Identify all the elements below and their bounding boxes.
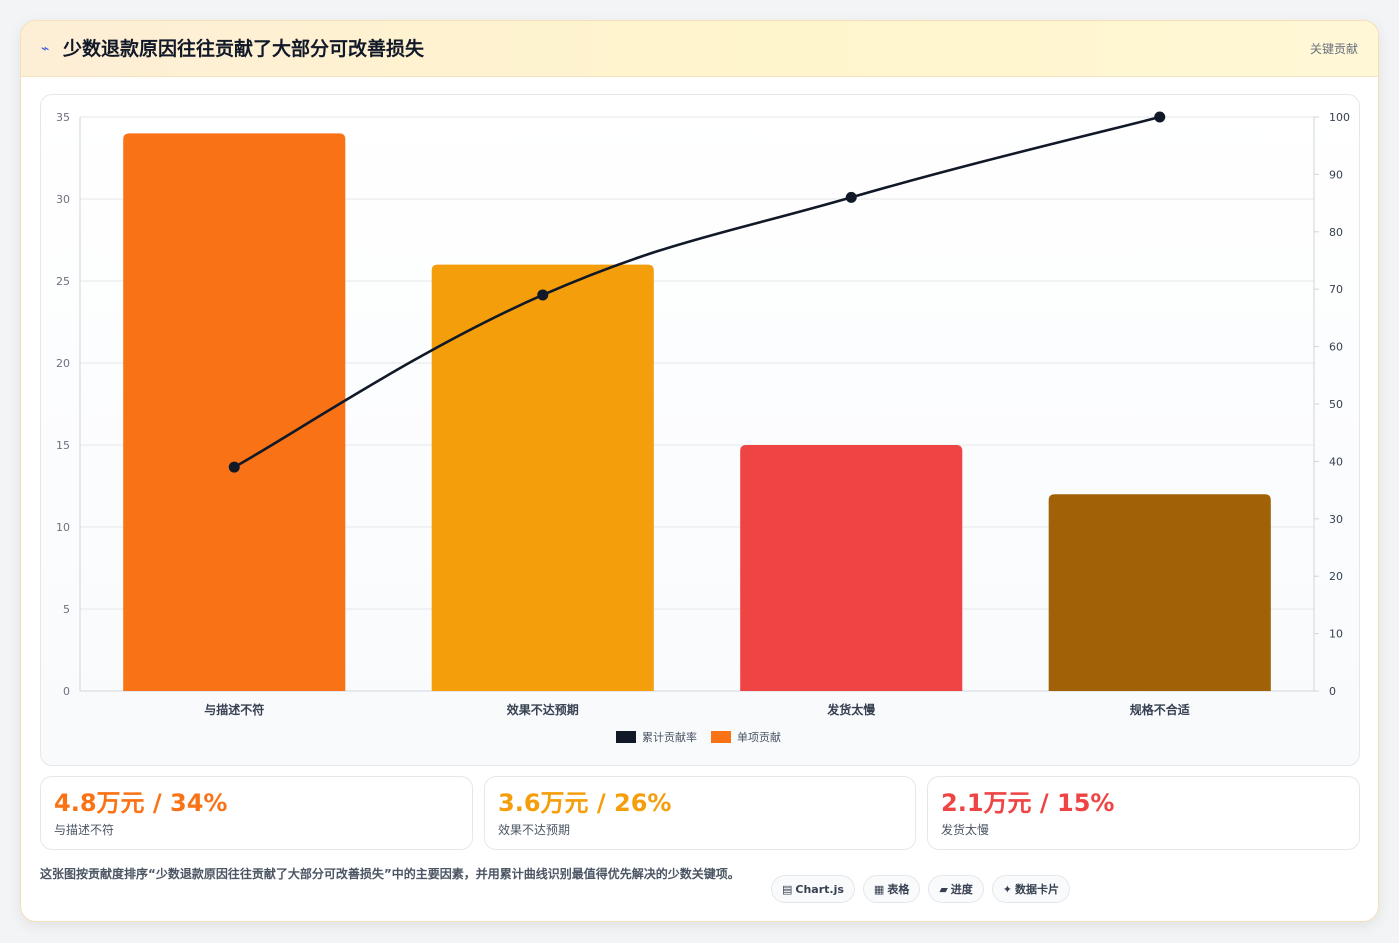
y-right-tick-label: 40 <box>1329 455 1343 468</box>
x-tick-label: 规格不合适 <box>1130 702 1190 717</box>
tag-label: 进度 <box>950 883 973 896</box>
y-right-tick-label: 80 <box>1329 226 1343 239</box>
chart-card: ⌁ 少数退款原因往往贡献了大部分可改善损失 关键贡献 0 5 10 15 20 25 30 3… <box>20 20 1379 922</box>
chart-panel: 0 5 10 15 20 25 30 35 0 10 20 30 40 50 60 70 80 90 100 与描述不… <box>40 94 1360 766</box>
x-tick-label: 与描述不符 <box>204 702 264 717</box>
table-icon: ▦ <box>873 882 885 896</box>
stat-card-2: 3.6万元 / 26% 效果不达预期 <box>484 776 916 850</box>
cumulative-line <box>233 115 1161 469</box>
progress-icon: ▰ <box>939 882 948 896</box>
card-header: ⌁ 少数退款原因往往贡献了大部分可改善损失 关键贡献 <box>21 21 1378 77</box>
bar-2 <box>431 264 654 691</box>
legend-label: 累计贡献率 <box>642 730 697 744</box>
stat-card-3: 2.1万元 / 15% 发货太慢 <box>927 776 1360 850</box>
chart-description: 这张图按贡献度排序“少数退款原因往往贡献了大部分可改善损失”中的主要因素，并用累… <box>40 867 740 881</box>
page-title: 少数退款原因往往贡献了大部分可改善损失 <box>63 38 425 60</box>
y-right-tick-label: 70 <box>1329 283 1343 296</box>
header-badge: 关键贡献 <box>1309 42 1358 56</box>
stat-label: 效果不达预期 <box>498 823 571 837</box>
bar-3 <box>740 445 963 691</box>
tag-chartjs[interactable]: ▤ Chart.js <box>771 875 855 903</box>
cumulative-point-1 <box>228 461 240 473</box>
bar-4 <box>1048 494 1271 691</box>
y-right-tick-label: 30 <box>1329 513 1343 526</box>
cumulative-point-2 <box>537 289 549 301</box>
y-left-tick-label: 35 <box>56 111 70 124</box>
bar-1 <box>123 133 346 691</box>
chart-line-icon: ⌁ <box>41 41 50 57</box>
y-left-tick-label: 5 <box>63 603 70 616</box>
y-right-tick-label: 10 <box>1329 628 1343 641</box>
y-left-tick-label: 15 <box>56 439 70 452</box>
x-tick-label: 发货太慢 <box>826 702 876 717</box>
y-left-tick-label: 30 <box>56 193 70 206</box>
stat-label: 与描述不符 <box>54 823 115 837</box>
cumulative-point-3 <box>845 191 857 203</box>
y-left-tick-label: 0 <box>63 685 70 698</box>
chart-icon: ▤ <box>782 882 793 896</box>
x-tick-label: 效果不达预期 <box>507 702 579 717</box>
legend-swatch <box>616 731 636 743</box>
tag-data-card[interactable]: ✦ 数据卡片 <box>991 875 1071 903</box>
y-right-tick-label: 20 <box>1329 570 1343 583</box>
tag-list: ▤ Chart.js ▦ 表格 ▰ 进度 ✦ 数据卡片 <box>771 875 1071 903</box>
y-right-tick-label: 90 <box>1329 168 1343 181</box>
y-right-tick-label: 0 <box>1329 685 1336 698</box>
stat-card-1: 4.8万元 / 34% 与描述不符 <box>40 776 473 850</box>
stat-value: 4.8万元 / 34% <box>54 789 228 817</box>
tag-table[interactable]: ▦ 表格 <box>862 875 921 903</box>
stat-label: 发货太慢 <box>941 823 990 837</box>
stat-value: 2.1万元 / 15% <box>941 789 1115 817</box>
y-right-tick-label: 100 <box>1329 111 1350 124</box>
tag-progress[interactable]: ▰ 进度 <box>928 875 984 903</box>
legend-swatch <box>711 731 731 743</box>
y-left-tick-label: 25 <box>56 275 70 288</box>
pareto-chart: 0 5 10 15 20 25 30 35 0 10 20 30 40 50 60 70 80 90 100 与描述不… <box>56 111 1350 744</box>
y-left-tick-label: 20 <box>56 357 70 370</box>
stat-value: 3.6万元 / 26% <box>498 789 672 817</box>
y-right-tick-label: 50 <box>1329 398 1343 411</box>
tag-label: 数据卡片 <box>1015 883 1060 896</box>
sparkle-icon: ✦ <box>1002 882 1013 896</box>
y-left-tick-label: 10 <box>56 521 70 534</box>
legend-label: 单项贡献 <box>737 730 781 744</box>
y-right-tick-label: 60 <box>1329 341 1343 354</box>
tag-label: Chart.js <box>795 882 844 896</box>
tag-label: 表格 <box>887 883 910 896</box>
cumulative-point-4 <box>1154 111 1166 123</box>
